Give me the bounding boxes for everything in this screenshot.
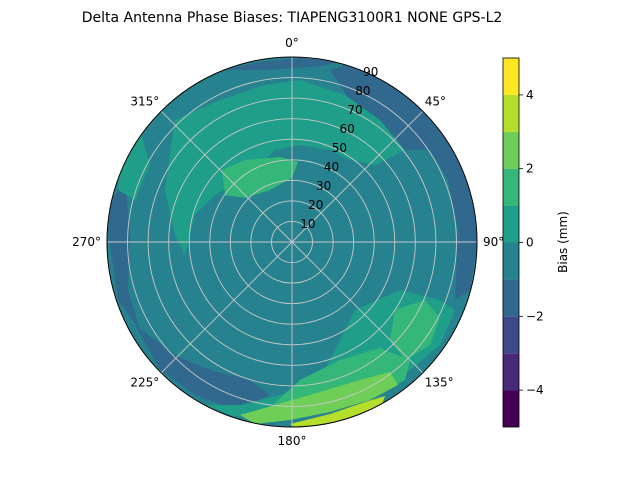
grid-spoke xyxy=(291,110,424,243)
grid-spoke xyxy=(160,241,293,374)
angular-tick-label: 0° xyxy=(285,36,299,50)
colorbar-tick-label: 2 xyxy=(526,162,534,176)
colorbar-tick-label: −4 xyxy=(526,383,544,397)
contour-northwest-patch xyxy=(222,157,298,198)
colorbar-segment xyxy=(503,58,519,95)
contour-south-band xyxy=(205,290,455,420)
contour-southwest-lobe xyxy=(135,325,270,410)
colorbar-segment xyxy=(503,168,519,206)
colorbar: −4 −2 0 2 4 xyxy=(502,57,544,428)
polar-frame xyxy=(106,56,478,428)
radial-tick-label: 10 xyxy=(300,217,315,231)
angular-tick-label: 225° xyxy=(130,376,159,390)
contour-top-rim xyxy=(220,58,345,70)
colorbar-segment xyxy=(503,242,519,280)
angular-tick-label: 135° xyxy=(425,376,454,390)
radial-tick-label: 20 xyxy=(308,198,323,212)
angular-tick-label: 180° xyxy=(278,434,307,448)
chart-title: Delta Antenna Phase Biases: TIAPENG3100R… xyxy=(82,10,503,26)
colorbar-tick-label: −2 xyxy=(526,309,544,323)
colorbar-tick-label: 0 xyxy=(526,236,534,250)
colorbar-tick-label: 4 xyxy=(526,88,534,102)
colorbar-label: Bias (mm) xyxy=(556,211,570,273)
radial-tick-label: 70 xyxy=(347,103,362,117)
polar-grid xyxy=(106,56,478,428)
angular-tick-label: 45° xyxy=(425,94,446,108)
contour-south-rim-4 xyxy=(290,396,385,427)
radial-tick-label: 30 xyxy=(316,179,331,193)
angular-tick-label: 315° xyxy=(130,94,159,108)
radial-tick-label: 50 xyxy=(332,141,347,155)
colorbar-segment xyxy=(503,131,519,169)
colorbar-segment xyxy=(503,316,519,354)
radial-tick-label: 40 xyxy=(324,160,339,174)
colorbar-segment xyxy=(503,390,519,427)
radial-tick-label: 60 xyxy=(340,122,355,136)
colorbar-segment xyxy=(503,353,519,391)
colorbar-segment xyxy=(503,94,519,132)
grid-spoke xyxy=(291,241,424,374)
radial-tick-label: 80 xyxy=(355,84,370,98)
colorbar-segment xyxy=(503,205,519,243)
grid-spoke xyxy=(160,110,293,243)
radial-tick-labels: 10 20 30 40 50 60 70 80 90 xyxy=(300,65,378,231)
contour-southeast-patch xyxy=(390,300,440,360)
contour-south-rim-3 xyxy=(240,372,398,424)
contour-west-rim xyxy=(108,180,140,330)
angular-tick-label: 90° xyxy=(483,235,504,249)
radial-tick-label: 90 xyxy=(363,65,378,79)
angular-tick-labels: 0° 45° 90° 135° 180° 225° 270° 315° xyxy=(72,36,504,448)
angular-tick-label: 270° xyxy=(72,235,101,249)
contour-north-central xyxy=(165,80,405,255)
colorbar-segment xyxy=(503,279,519,317)
